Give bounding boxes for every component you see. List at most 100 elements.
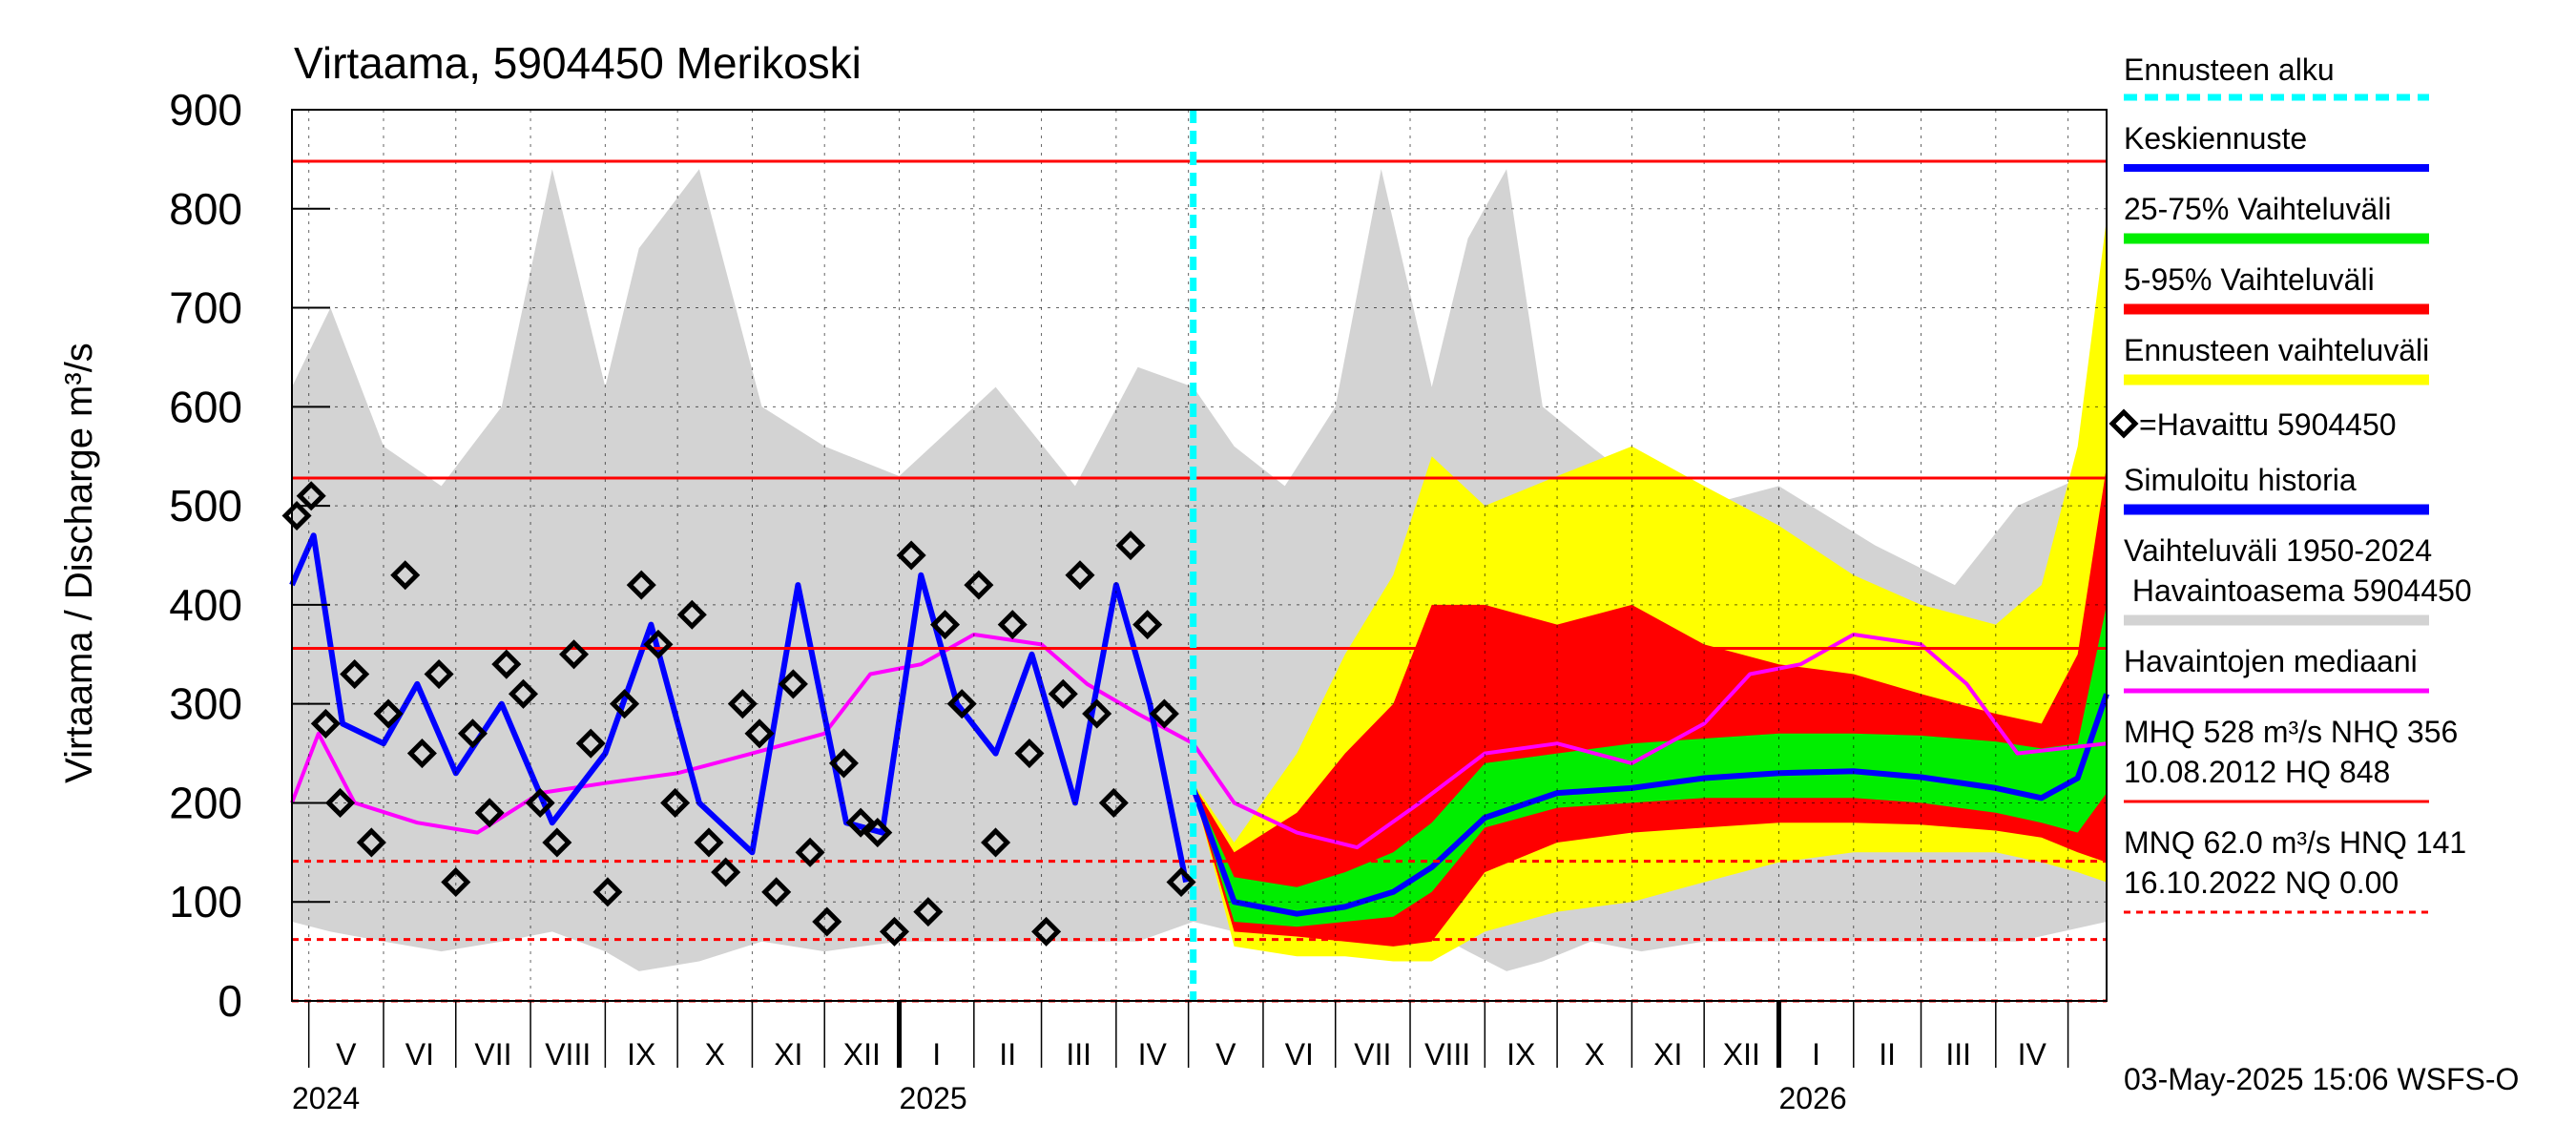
x-month-label: XI [774,1037,802,1072]
x-month-label: VIII [545,1037,591,1072]
legend-stats-low-1: MNQ 62.0 m³/s HNQ 141 [2124,825,2466,860]
observed-point [424,658,454,690]
observed-point [1132,610,1163,640]
observed-point [981,827,1011,858]
observed-point [879,916,910,947]
legend-stats-low-2: 16.10.2022 NQ 0.00 [2124,865,2399,900]
observed-point [340,658,370,690]
y-tick-label: 200 [169,778,242,827]
x-month-label: VI [1285,1037,1314,1072]
observed-point [744,718,775,749]
legend-stats-high-2: 10.08.2012 HQ 848 [2124,755,2390,789]
x-month-label: V [336,1037,357,1072]
observed-point [828,748,859,779]
x-year-label: 2024 [292,1081,360,1115]
legend-label-median: Havaintojen mediaani [2124,644,2418,678]
y-tick-label: 600 [169,382,242,431]
x-month-label: IV [1138,1037,1168,1072]
observed-point [694,827,724,858]
legend: Ennusteen alku Keskiennuste 25-75% Vaiht… [2109,52,2472,914]
y-tick-label: 800 [169,184,242,234]
series-4-line [1190,693,2109,917]
observed-point [643,629,674,659]
observed-point [441,866,471,898]
observed-point [558,639,590,670]
y-axis-label: Virtaama / Discharge m³/s [58,343,100,783]
observed-point [711,857,741,887]
x-month-label: V [1215,1037,1236,1072]
observed-point [373,698,404,729]
x-month-label: VII [474,1037,511,1072]
series-3-band [1193,604,2107,927]
legend-label-observed: =Havaittu 5904450 [2139,407,2397,442]
observed-point [592,877,623,907]
observed-point [1166,866,1196,898]
legend-stats-high-1: MHQ 528 m³/s NHQ 356 [2124,715,2458,749]
x-month-label: XII [1723,1037,1760,1072]
observed-point [1115,531,1146,561]
series-5-line [290,633,2108,850]
y-tick-label: 0 [218,976,242,1026]
chart-title: Virtaama, 5904450 Merikoski [294,38,862,88]
observed-point [795,837,825,867]
observed-point [913,897,944,927]
y-tick-label: 400 [169,580,242,630]
x-month-label: X [705,1037,725,1072]
legend-label-hist-range-2: Havaintoasema 5904450 [2124,573,2472,608]
observed-point [406,739,437,769]
observed-point [946,689,977,719]
observed-point [929,610,961,640]
observed-point [626,570,656,600]
observed-point [964,570,994,600]
observed-point [281,500,312,531]
observed-point [356,827,386,858]
x-month-label: VIII [1424,1037,1470,1072]
x-month-label: I [1812,1037,1820,1072]
x-month-label: II [999,1037,1016,1072]
observed-point [1031,916,1062,947]
x-month-label: IX [1506,1037,1535,1072]
observed-point [997,610,1028,640]
observed-point [310,708,341,739]
x-month-label: II [1879,1037,1896,1072]
legend-label-forecast-range: Ennusteen vaihteluväli [2124,333,2429,367]
observed-point [1048,678,1078,709]
y-tick-label: 500 [169,481,242,531]
x-month-label: VI [405,1037,434,1072]
x-month-label: IX [627,1037,655,1072]
y-tick-label: 100 [169,877,242,926]
observed-point [1149,698,1179,729]
plot-area [281,109,2109,1003]
observed-point [610,689,640,719]
observed-point [845,807,876,838]
x-month-label: XII [843,1037,881,1072]
observed-point [474,798,505,828]
series-layer [289,169,2109,971]
y-tick-label: 700 [169,283,242,333]
observed-point [542,827,572,858]
x-month-label: III [1066,1037,1091,1072]
x-month-label: III [1945,1037,1971,1072]
observed-point [390,560,421,591]
observed-point [575,728,606,759]
observed-point [457,718,488,749]
x-month-label: X [1585,1037,1605,1072]
y-tick-label: 300 [169,679,242,729]
observed-markers [281,481,1196,947]
observed-point [1065,560,1095,591]
x-month-label: I [932,1037,941,1072]
observed-point [324,787,356,818]
footer-timestamp: 03-May-2025 15:06 WSFS-O [2124,1062,2519,1096]
observed-point [896,540,926,571]
legend-label-forecast-start: Ennusteen alku [2124,52,2335,87]
observed-point [1098,787,1129,818]
legend-label-band-25-75: 25-75% Vaihteluväli [2124,192,2391,226]
observed-point [862,818,893,848]
observed-point [491,649,522,679]
observed-point [296,481,326,511]
observed-point [812,906,842,937]
legend-observed-diamond-icon [2109,408,2139,439]
observed-point [761,877,792,907]
